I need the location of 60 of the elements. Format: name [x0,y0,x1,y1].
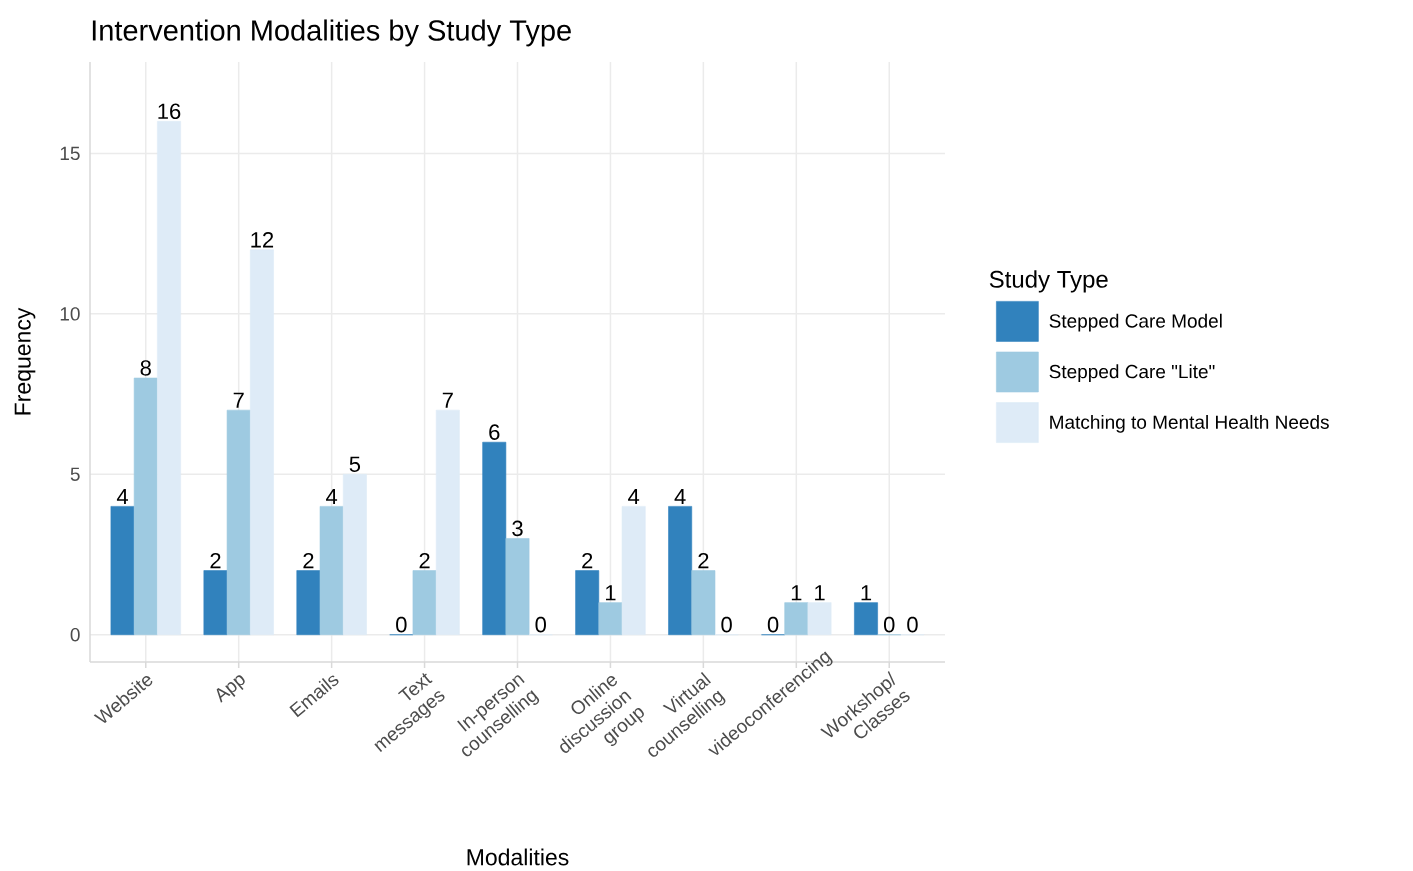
data-label: 2 [210,552,221,569]
data-label: 12 [251,232,274,248]
data-label: 0 [721,616,732,633]
data-label: 0 [907,616,918,633]
bar [691,570,716,636]
bar [226,409,251,636]
x-tick-label: App [216,675,245,703]
data-label: 4 [674,488,686,505]
data-label: 0 [767,616,779,633]
data-label: 4 [628,488,640,505]
legend-label: Matching to Mental Health Needs [1050,414,1329,433]
bar [342,474,367,636]
y-tick-label: 0 [70,628,80,642]
data-label: 0 [535,616,546,633]
x-axis-title: Modalities [467,848,569,866]
data-label: 4 [116,488,128,505]
y-tick-label: 10 [60,307,80,321]
bar [668,506,693,636]
bar [807,602,832,636]
y-tick-label: 15 [60,146,80,161]
bar [412,570,437,636]
data-label: 0 [883,616,895,633]
bar [598,602,623,636]
legend-label: Stepped Care "Lite" [1049,364,1215,383]
data-label: 2 [698,552,709,569]
data-label: 6 [489,424,500,440]
data-label: 3 [512,520,523,537]
bar [784,602,809,636]
legend-title: Study Type [989,270,1108,293]
chart-title: Intervention Modalities by Study Type [92,19,571,47]
legend-label: Stepped Care Model [1049,313,1222,332]
data-label: 16 [158,103,181,120]
bar [482,441,507,636]
bar [203,570,228,636]
data-label: 2 [303,552,314,569]
data-label: 2 [419,552,430,569]
bar [575,570,600,636]
data-label: 1 [791,585,802,601]
bar [133,377,158,636]
y-tick-label: 5 [70,467,80,481]
bar [250,249,274,636]
data-label: 2 [582,552,593,569]
data-label: 4 [326,488,338,505]
data-label: 1 [606,585,616,601]
bar [110,506,135,636]
bar [319,506,344,636]
bar [157,121,181,636]
bar [621,506,646,636]
bar [435,409,460,636]
data-label: 0 [396,616,407,633]
y-axis-title: Frequency [14,307,36,415]
data-label: 7 [442,392,453,408]
bar [505,538,530,636]
data-label: 8 [140,360,151,376]
data-label: 1 [815,585,825,601]
bar [296,570,321,636]
data-label: 1 [861,585,872,601]
data-label: 7 [233,392,244,408]
data-label: 5 [349,456,361,472]
bar [854,602,878,636]
